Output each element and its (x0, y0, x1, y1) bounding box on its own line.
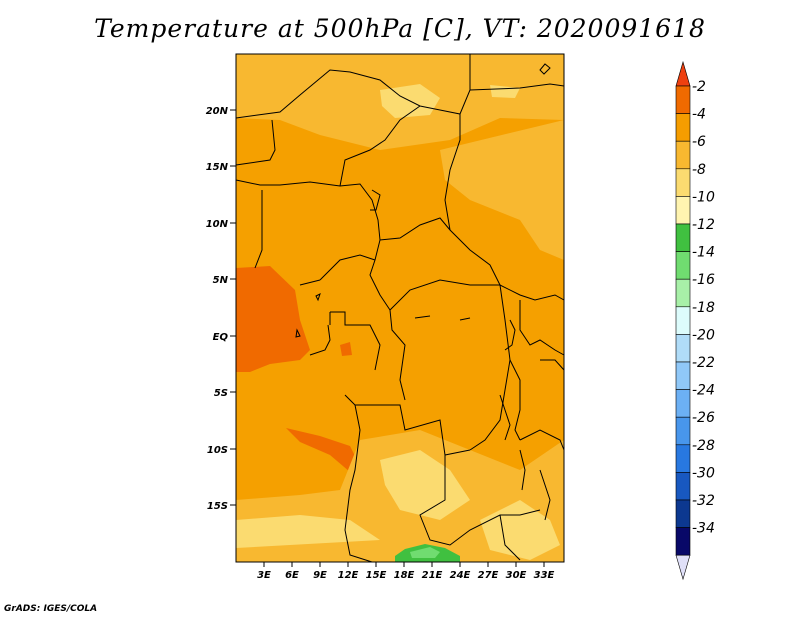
lon-label: 12E (338, 570, 359, 581)
lat-label: 5S (214, 388, 228, 399)
colorbar-swatch (675, 334, 691, 363)
colorbar-top-arrow (675, 60, 691, 87)
colorbar-swatch (675, 223, 691, 252)
colorbar-swatch (675, 140, 691, 170)
lon-label: 6E (285, 570, 299, 581)
colorbar-label: -2 (692, 79, 706, 95)
country-borders (235, 54, 565, 563)
colorbar-bottom-arrow (675, 554, 691, 581)
colorbar-label: -24 (692, 383, 715, 399)
colorbar-swatch (675, 444, 691, 473)
colorbar-label: -16 (692, 272, 715, 288)
lon-label: 18E (394, 570, 415, 581)
colorbar-label: -8 (692, 162, 706, 178)
lat-label: 5N (213, 275, 229, 286)
lat-axis: 20N 15N 10N 5N EQ 5S 10S 15S (206, 106, 236, 512)
colorbar-swatch (675, 113, 691, 142)
colorbar-swatch (675, 472, 691, 501)
colorbar-swatch (675, 168, 691, 197)
lat-label: 15S (207, 501, 228, 512)
plot-frame (235, 53, 565, 563)
colorbar-label: -26 (692, 410, 715, 426)
lon-label: 15E (366, 570, 387, 581)
colorbar-label: -30 (692, 465, 715, 481)
colorbar-label: -6 (692, 134, 706, 150)
colorbar-swatch (675, 361, 691, 390)
colorbar: -2 -4 -6 -8 -10 -12 -14 -16 -18 -20 -22 -24 -26 -28 -3… (675, 60, 715, 581)
lat-label: 10N (206, 219, 229, 230)
lat-label: 20N (206, 106, 229, 117)
lat-label: 10S (207, 445, 228, 456)
colorbar-label: -4 (692, 107, 706, 123)
colorbar-label: -28 (692, 438, 715, 454)
colorbar-swatch (675, 499, 691, 528)
colorbar-swatch (675, 389, 691, 418)
lon-label: 21E (422, 570, 443, 581)
lon-label: 9E (313, 570, 327, 581)
lon-label: 3E (257, 570, 271, 581)
colorbar-swatch (675, 306, 691, 335)
map-title: Temperature at 500hPa [C], VT: 202009161… (94, 14, 706, 43)
lon-label: 27E (478, 570, 499, 581)
lon-label: 33E (534, 570, 555, 581)
temperature-field (236, 54, 564, 562)
colorbar-label: -14 (692, 245, 715, 261)
lon-label: 30E (506, 570, 527, 581)
colorbar-label: -32 (692, 493, 715, 509)
colorbar-swatch (675, 527, 691, 556)
credit-label: GrADS: IGES/COLA (4, 604, 98, 614)
colorbar-label: -22 (692, 355, 715, 371)
colorbar-label: -18 (692, 300, 715, 316)
lat-label: 15N (206, 162, 229, 173)
colorbar-swatch (675, 85, 691, 114)
lon-label: 24E (450, 570, 471, 581)
lat-label: EQ (213, 332, 229, 343)
colorbar-swatch (675, 416, 691, 446)
colorbar-swatch (675, 251, 691, 280)
colorbar-swatch (675, 278, 691, 308)
colorbar-label: -10 (692, 189, 715, 205)
colorbar-label: -12 (692, 217, 715, 233)
lon-axis: 3E 6E 9E 12E 15E 18E 21E 24E 27E 30E 33E (257, 562, 555, 581)
colorbar-swatch (675, 196, 691, 225)
colorbar-label: -20 (692, 327, 715, 343)
colorbar-label: -34 (692, 521, 715, 537)
